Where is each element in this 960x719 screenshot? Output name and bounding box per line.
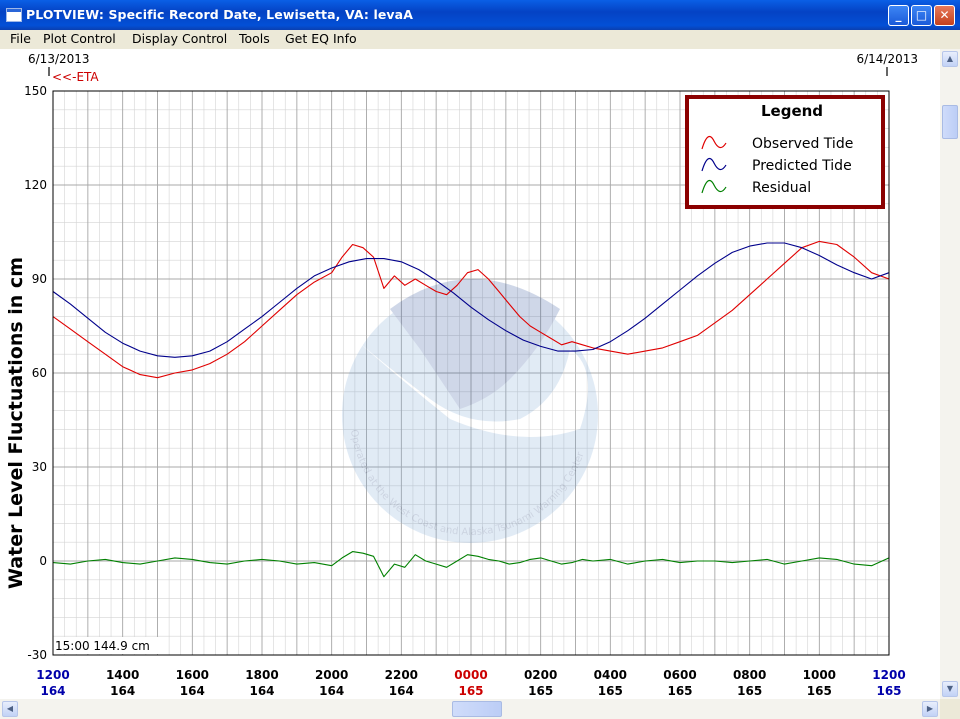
maximize-button[interactable]: □	[911, 5, 932, 26]
minimize-button[interactable]: _	[888, 5, 909, 26]
plot-area: 6/13/2013 <<-ETA 6/14/2013 Operated at t…	[0, 49, 940, 699]
x-tick-time-label: 0200	[524, 668, 557, 682]
legend-observed-label: Observed Tide	[752, 136, 853, 152]
y-axis-label: Water Level Fluctuations in cm	[5, 257, 27, 589]
x-tick-time-label: 2200	[385, 668, 418, 682]
noaa-watermark: Operated at the West Coast and Alaska Ts…	[342, 279, 598, 543]
horizontal-scroll-thumb[interactable]	[452, 701, 502, 717]
menu-bar: File Plot Control Display Control Tools …	[0, 30, 960, 49]
cursor-readout: 15:00 144.9 cm	[55, 639, 150, 653]
watermark-bird-top	[390, 279, 560, 409]
y-tick-label: 150	[24, 84, 47, 98]
observed-tide-line	[52, 240, 890, 379]
date-start-label: 6/13/2013	[28, 52, 90, 66]
x-tick-day-label: 165	[667, 684, 692, 698]
x-tick-day-label: 165	[876, 684, 901, 698]
x-tick-day-label: 164	[319, 684, 344, 698]
menu-plot-control[interactable]: Plot Control	[43, 31, 116, 46]
y-tick-label: 120	[24, 178, 47, 192]
x-tick-time-label: 1800	[245, 668, 278, 682]
scrollbar-corner	[940, 699, 960, 719]
eta-label: <<-ETA	[52, 70, 99, 84]
vertical-scroll-thumb[interactable]	[942, 105, 958, 139]
y-tick-label: 30	[32, 460, 47, 474]
watermark-bird-wing	[355, 339, 588, 437]
menu-file[interactable]: File	[10, 31, 31, 46]
x-tick-time-label: 0000	[454, 668, 487, 682]
y-axis: -30 0 30 60 90 120 150	[24, 84, 47, 662]
x-tick-day-label: 164	[180, 684, 205, 698]
x-tick-time-label: 1400	[106, 668, 139, 682]
menu-get-eq-info[interactable]: Get EQ Info	[285, 31, 357, 46]
title-bar: PLOTVIEW: Specific Record Date, Lewisett…	[0, 0, 960, 30]
x-tick-day-label: 164	[110, 684, 135, 698]
tide-chart: 6/13/2013 <<-ETA 6/14/2013 Operated at t…	[5, 52, 918, 698]
x-tick-day-label: 165	[528, 684, 553, 698]
y-tick-label: -30	[27, 648, 47, 662]
y-tick-label: 60	[32, 366, 47, 380]
x-tick-time-label: 0800	[733, 668, 766, 682]
x-tick-time-label: 2000	[315, 668, 348, 682]
window-title: PLOTVIEW: Specific Record Date, Lewisett…	[26, 7, 413, 22]
horizontal-scrollbar[interactable]: ◀ ▶	[0, 699, 940, 719]
x-tick-time-label: 0400	[594, 668, 627, 682]
plot-frame	[52, 90, 890, 656]
y-tick-label: 90	[32, 272, 47, 286]
scroll-left-icon[interactable]: ◀	[2, 701, 18, 717]
x-axis: 1200 164 1400 164 1600 164 1800 164 2000 164 2200 1…	[36, 668, 905, 698]
watermark-circle	[342, 287, 598, 543]
x-tick-day-label: 165	[737, 684, 762, 698]
legend-observed-swatch	[701, 135, 727, 150]
scroll-right-icon[interactable]: ▶	[922, 701, 938, 717]
x-tick-time-label: 0600	[663, 668, 696, 682]
x-tick-day-label: 164	[249, 684, 274, 698]
scroll-up-icon[interactable]: ▲	[942, 51, 958, 67]
legend-predicted-label: Predicted Tide	[752, 158, 852, 174]
legend-box	[685, 95, 885, 209]
series-layer	[52, 240, 890, 578]
legend: Legend Observed Tide Predicted Tide Resi…	[685, 95, 885, 209]
x-tick-time-label: 1600	[176, 668, 209, 682]
menu-tools[interactable]: Tools	[239, 31, 270, 46]
scroll-down-icon[interactable]: ▼	[942, 681, 958, 697]
legend-title: Legend	[761, 102, 823, 120]
predicted-tide-line	[52, 242, 890, 358]
close-button[interactable]: ✕	[934, 5, 955, 26]
legend-residual-label: Residual	[752, 180, 811, 196]
cursor-readout-bg	[54, 637, 158, 654]
x-tick-day-label: 164	[40, 684, 65, 698]
legend-residual-swatch	[701, 179, 727, 194]
app-icon	[6, 8, 22, 22]
x-tick-time-label: 1200	[872, 668, 905, 682]
legend-predicted-swatch	[701, 157, 727, 172]
x-tick-day-label: 165	[807, 684, 832, 698]
date-end-label: 6/14/2013	[856, 52, 918, 66]
x-tick-day-label: 165	[598, 684, 623, 698]
x-tick-day-label: 164	[389, 684, 414, 698]
vertical-scrollbar[interactable]: ▲ ▼	[940, 49, 960, 699]
x-tick-time-label: 1200	[36, 668, 69, 682]
x-tick-time-label: 1000	[803, 668, 836, 682]
y-tick-label: 0	[39, 554, 47, 568]
x-tick-day-label: 165	[458, 684, 483, 698]
residual-line	[52, 551, 890, 578]
menu-display-control[interactable]: Display Control	[132, 31, 228, 46]
